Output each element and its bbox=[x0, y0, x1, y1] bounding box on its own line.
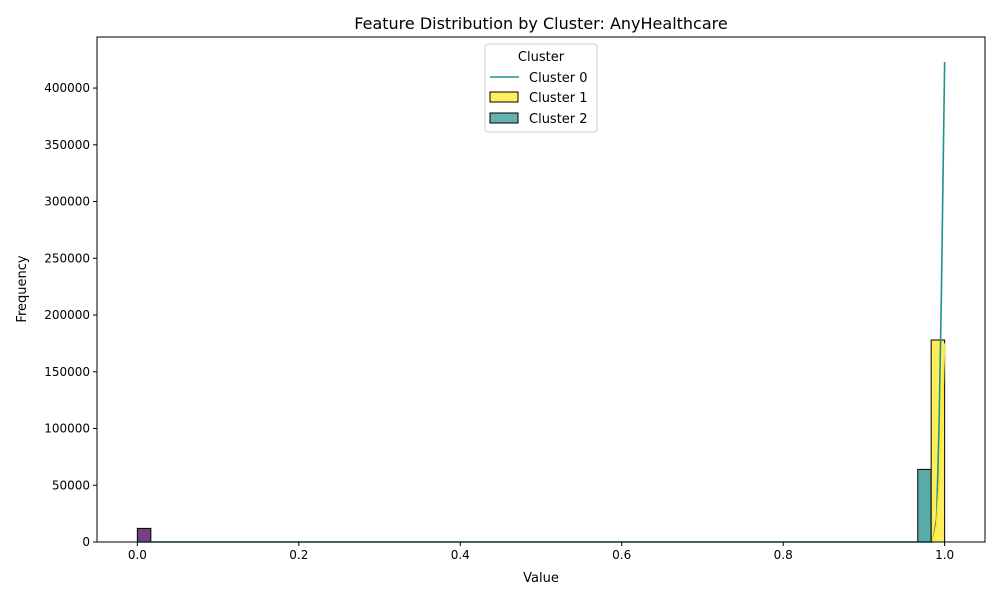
y-axis-title: Frequency bbox=[15, 255, 30, 322]
x-tick-label: 0.0 bbox=[128, 548, 147, 562]
y-tick-label: 400000 bbox=[44, 81, 90, 95]
y-tick-label: 0 bbox=[82, 535, 90, 549]
histogram-bar-1 bbox=[917, 468, 932, 543]
histogram-bar-0 bbox=[136, 527, 152, 543]
x-tick-label: 0.2 bbox=[289, 548, 308, 562]
legend-box bbox=[484, 43, 598, 133]
x-axis: 0.0 0.2 0.4 0.6 0.8 1.0 bbox=[128, 542, 954, 562]
y-tick-label: 100000 bbox=[44, 422, 90, 436]
legend-swatch-cluster-2 bbox=[489, 112, 519, 124]
x-tick-label: 0.6 bbox=[612, 548, 631, 562]
density-line-cluster-1 bbox=[931, 343, 946, 543]
y-axis: 0 50000 100000 150000 200000 250000 300000 3500… bbox=[44, 81, 97, 549]
y-tick-label: 250000 bbox=[44, 251, 90, 265]
legend-swatch-cluster-1 bbox=[489, 91, 519, 103]
y-tick-label: 300000 bbox=[44, 195, 90, 209]
legend-label-cluster-0: Cluster 0 bbox=[529, 71, 588, 86]
y-tick-label: 200000 bbox=[44, 308, 90, 322]
plot-frame bbox=[96, 36, 986, 543]
legend-label-cluster-1: Cluster 1 bbox=[529, 91, 588, 106]
y-tick-label: 350000 bbox=[44, 138, 90, 152]
legend-title: Cluster bbox=[518, 50, 565, 65]
y-tick-label: 50000 bbox=[52, 478, 90, 492]
chart-title: Feature Distribution by Cluster: AnyHeal… bbox=[354, 14, 727, 33]
x-tick-label: 1.0 bbox=[935, 548, 954, 562]
x-tick-label: 0.8 bbox=[774, 548, 793, 562]
legend: Cluster Cluster 0 Cluster 1 Cluster 2 bbox=[484, 43, 598, 133]
x-tick-label: 0.4 bbox=[451, 548, 470, 562]
legend-label-cluster-2: Cluster 2 bbox=[529, 112, 588, 127]
y-tick-label: 150000 bbox=[44, 365, 90, 379]
x-axis-title: Value bbox=[523, 571, 559, 586]
